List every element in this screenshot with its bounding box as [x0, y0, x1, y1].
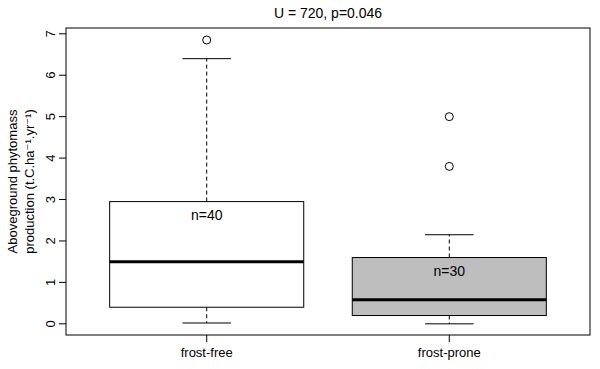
- n-label: n=40: [191, 207, 223, 223]
- y-tick: [59, 240, 66, 241]
- title: U = 720, p=0.046: [274, 5, 382, 21]
- x-tick-label: frost-free: [181, 345, 233, 360]
- x-tick: [206, 335, 207, 342]
- lower-cap: [182, 322, 231, 323]
- box: [352, 258, 546, 316]
- y-tick-label: 4: [43, 154, 58, 161]
- y-tick-label: 6: [43, 72, 58, 79]
- upper-whisker: [449, 235, 450, 258]
- upper-cap: [425, 234, 474, 235]
- y-tick-label: 1: [43, 279, 58, 286]
- y-tick-label: 5: [43, 113, 58, 120]
- box: [110, 202, 304, 308]
- y-tick: [59, 282, 66, 283]
- y-tick: [59, 75, 66, 76]
- x-tick-label: frost-prone: [418, 345, 481, 360]
- y-axis-label: Aboveground phytomass: [5, 109, 20, 253]
- y-tick: [59, 33, 66, 34]
- y-tick-label: 3: [43, 196, 58, 203]
- y-tick: [59, 199, 66, 200]
- x-tick: [449, 335, 450, 342]
- outlier: [203, 36, 211, 44]
- median: [352, 298, 546, 301]
- y-tick: [59, 158, 66, 159]
- labels: n=40 n=30: [191, 207, 465, 279]
- y-tick: [59, 116, 66, 117]
- lower-whisker: [206, 307, 207, 323]
- lower-cap: [425, 323, 474, 324]
- outlier: [445, 113, 453, 121]
- y-tick-label: 2: [43, 237, 58, 244]
- y-tick-label: 0: [43, 320, 58, 327]
- upper-cap: [182, 58, 231, 59]
- y-tick-label: 7: [43, 30, 58, 37]
- lower-whisker: [449, 316, 450, 324]
- plot-frame: [66, 28, 590, 335]
- y-tick: [59, 323, 66, 324]
- median: [110, 260, 304, 263]
- y-axis-label: production (t.C.ha⁻¹.yr⁻¹): [22, 109, 37, 254]
- chart: n=40 n=30 0 1 2 3 4 5 6 7 frost-free frost-prone U =…: [0, 0, 600, 369]
- upper-whisker: [206, 59, 207, 202]
- n-label: n=30: [434, 263, 466, 279]
- plot-area: [110, 36, 547, 324]
- outlier: [445, 162, 453, 170]
